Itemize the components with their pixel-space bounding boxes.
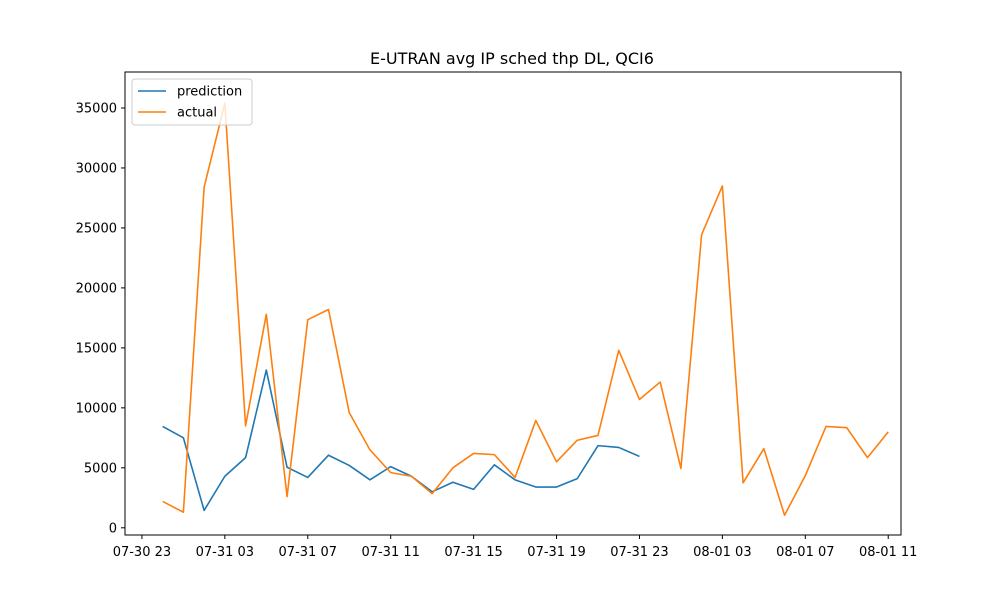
y-tick-label-0: 0 — [109, 521, 117, 536]
y-tick-label-7: 35000 — [76, 101, 117, 116]
x-tick-label-1: 07-31 03 — [196, 545, 254, 560]
y-tick-label-3: 15000 — [76, 341, 117, 356]
plot-area — [125, 72, 901, 535]
x-tick-label-0: 07-30 23 — [113, 545, 171, 560]
x-tick-label-3: 07-31 11 — [361, 545, 419, 560]
chart-title: E-UTRAN avg IP sched thp DL, QCI6 — [370, 49, 654, 68]
legend: prediction actual — [131, 78, 253, 126]
x-axis: 07-30 23 07-31 03 07-31 07 07-31 11 07-31 15… — [113, 535, 917, 560]
y-tick-label-1: 5000 — [84, 461, 117, 476]
legend-label-0: prediction — [177, 85, 242, 100]
y-tick-label-4: 20000 — [76, 281, 117, 296]
series-layer — [162, 102, 889, 517]
x-tick-label-8: 08-01 07 — [776, 545, 834, 560]
series-line-0 — [162, 369, 640, 512]
y-axis: 0 5000 10000 15000 20000 25000 30000 35000 — [76, 101, 125, 536]
x-tick-label-6: 07-31 23 — [610, 545, 668, 560]
x-tick-label-4: 07-31 15 — [444, 545, 502, 560]
plot-frame — [124, 71, 902, 536]
series-line-1 — [162, 102, 889, 517]
x-tick-label-7: 08-01 03 — [693, 545, 751, 560]
y-tick-label-5: 25000 — [76, 221, 117, 236]
x-tick-label-2: 07-31 07 — [279, 545, 337, 560]
x-tick-label-9: 08-01 11 — [859, 545, 917, 560]
y-tick-label-6: 30000 — [76, 161, 117, 176]
legend-label-1: actual — [177, 106, 217, 121]
x-tick-label-5: 07-31 19 — [527, 545, 585, 560]
y-tick-label-2: 10000 — [76, 401, 117, 416]
